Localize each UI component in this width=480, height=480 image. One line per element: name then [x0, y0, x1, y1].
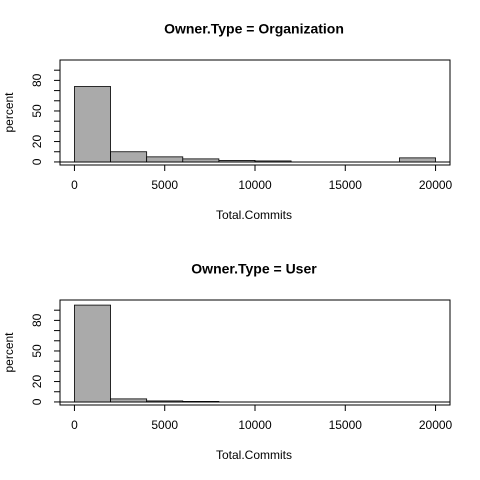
y-tick-label: 0 [30, 158, 44, 165]
x-tick-label: 5000 [151, 178, 178, 192]
bar [146, 156, 184, 163]
bar [254, 160, 292, 163]
x-tick-label: 15000 [329, 178, 363, 192]
y-tick-label: 80 [30, 73, 44, 87]
y-tick-label: 50 [30, 344, 44, 358]
x-axis-label: Total.Commits [216, 208, 292, 222]
x-tick-label: 15000 [329, 418, 363, 432]
y-axis-label: percent [2, 332, 16, 373]
bar [399, 157, 436, 163]
y-axis-label: percent [2, 92, 16, 133]
plot-frame [59, 59, 451, 166]
bar [182, 401, 220, 403]
y-tick-label: 80 [30, 313, 44, 327]
x-tick-label: 0 [71, 178, 78, 192]
chart-title: Owner.Type = User [191, 261, 317, 277]
x-tick-label: 20000 [419, 178, 453, 192]
bar [146, 400, 184, 403]
bar [110, 151, 148, 163]
chart-title: Owner.Type = Organization [164, 21, 344, 37]
bar [182, 158, 220, 163]
y-tick-label: 20 [30, 135, 44, 149]
bar [74, 304, 111, 403]
bar [218, 160, 256, 163]
x-tick-label: 10000 [238, 418, 272, 432]
x-tick-label: 20000 [419, 418, 453, 432]
x-axis-label: Total.Commits [216, 448, 292, 462]
x-tick-label: 10000 [238, 178, 272, 192]
bar [74, 86, 111, 163]
x-tick-label: 0 [71, 418, 78, 432]
x-tick-label: 5000 [151, 418, 178, 432]
y-tick-label: 50 [30, 104, 44, 118]
bar [110, 398, 148, 403]
plot-frame [59, 299, 451, 406]
y-tick-label: 20 [30, 375, 44, 389]
y-tick-label: 0 [30, 398, 44, 405]
